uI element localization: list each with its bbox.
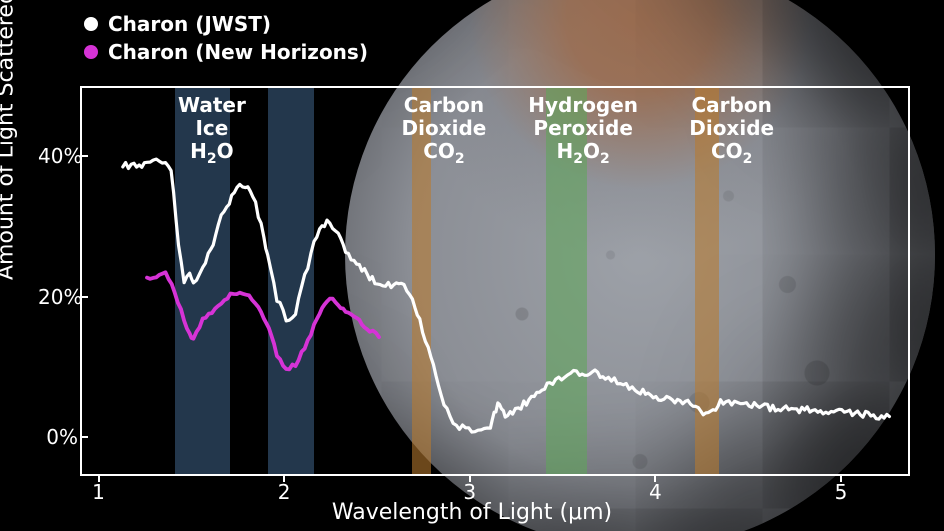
legend-item-jwst: Charon (JWST) [84,12,368,36]
x-tick-label: 4 [649,480,662,504]
legend-label-jwst: Charon (JWST) [108,12,271,36]
legend-label-newhorizons: Charon (New Horizons) [108,40,368,64]
y-tick-label: 40% [38,144,78,168]
x-tick-mark [654,474,656,482]
y-tick-mark [80,155,88,157]
legend: Charon (JWST) Charon (New Horizons) [84,12,368,68]
plot-area: WaterIceH2OCarbonDioxideCO2HydrogenPerox… [82,88,908,474]
y-tick-mark [80,296,88,298]
y-axis-label: Amount of Light Scattered [0,0,19,280]
spectrum-new-horizons [147,272,379,369]
y-tick-label: 20% [38,285,78,309]
legend-item-newhorizons: Charon (New Horizons) [84,40,368,64]
y-tick-label: 0% [38,425,78,449]
plot-frame: WaterIceH2OCarbonDioxideCO2HydrogenPerox… [80,86,910,476]
x-tick-mark [469,474,471,482]
x-tick-label: 5 [835,480,848,504]
x-tick-mark [840,474,842,482]
x-tick-mark [283,474,285,482]
y-tick-mark [80,436,88,438]
x-tick-mark [98,474,100,482]
x-tick-label: 3 [463,480,476,504]
legend-marker-newhorizons [84,45,98,59]
legend-marker-jwst [84,17,98,31]
spectra-svg [82,88,908,474]
x-tick-label: 2 [278,480,291,504]
x-tick-label: 1 [92,480,105,504]
